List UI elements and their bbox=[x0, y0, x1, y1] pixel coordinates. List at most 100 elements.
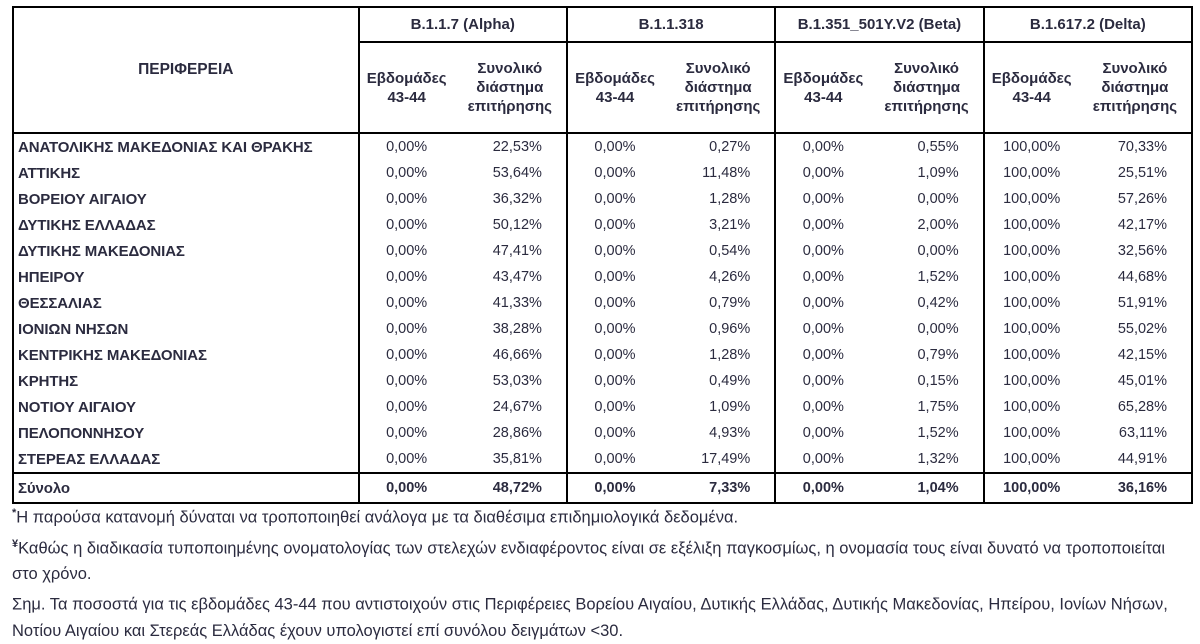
region-cell: ΑΝΑΤΟΛΙΚΗΣ ΜΑΚΕΔΟΝΙΑΣ ΚΑΙ ΘΡΑΚΗΣ bbox=[18, 138, 313, 156]
weeks-value-cell: 0,00% bbox=[357, 133, 454, 160]
weeks-value-cell: 0,00% bbox=[774, 264, 871, 290]
region-cell: ΔΥΤΙΚΗΣ ΕΛΛΑΔΑΣ bbox=[18, 216, 156, 234]
surveillance-value-cell: 1,09% bbox=[709, 399, 751, 415]
surveillance-value-cell: 0,79% bbox=[709, 295, 751, 311]
weeks-value-cell: 0,00% bbox=[357, 316, 454, 342]
surveillance-value-cell: 2,00% bbox=[917, 217, 959, 233]
region-cell: ΘΕΣΣΑΛΙΑΣ bbox=[18, 294, 102, 312]
variant-header-alpha: B.1.1.7 (Alpha) bbox=[357, 7, 567, 43]
weeks-value-cell: 100,00% bbox=[982, 133, 1079, 160]
weeks-value-cell: 0,00% bbox=[774, 133, 871, 160]
surveillance-value-cell: 36,16% bbox=[1078, 472, 1192, 503]
surveillance-value-cell: 0,54% bbox=[709, 243, 751, 259]
surveillance-value-cell: 25,51% bbox=[1117, 165, 1167, 181]
region-cell: ΚΕΝΤΡΙΚΗΣ ΜΑΚΕΔΟΝΙΑΣ bbox=[18, 346, 207, 364]
weeks-value-cell: 0,00% bbox=[565, 186, 663, 212]
weeks-value-cell: 0,00% bbox=[565, 264, 663, 290]
total-row: Σύνολο 0,00% 48,72% 0,00% 7,33% 0,00% 1,04% 100… bbox=[13, 472, 1192, 503]
weeks-value-cell: 0,00% bbox=[357, 186, 454, 212]
surveillance-value-cell: 44,91% bbox=[1117, 451, 1167, 467]
surveillance-value-cell: 4,93% bbox=[709, 425, 751, 441]
surveillance-value-cell: 3,21% bbox=[709, 217, 751, 233]
surveillance-value-cell: 1,28% bbox=[709, 191, 751, 207]
table-row: ΘΕΣΣΑΛΙΑΣ 0,00% 41,33% 0,00% 0,79% 0,00% 0,42%… bbox=[13, 290, 1192, 316]
region-cell: ΙΟΝΙΩΝ ΝΗΣΩΝ bbox=[18, 320, 129, 338]
note-sample-size: Σημ. Τα ποσοστά για τις εβδομάδες 43-44 … bbox=[12, 587, 1177, 644]
table-row: ΔΥΤΙΚΗΣ ΕΛΛΑΔΑΣ 0,00% 50,12% 0,00% 3,21% 0,00… bbox=[13, 212, 1192, 238]
weeks-value-cell: 100,00% bbox=[982, 160, 1079, 186]
weeks-value-cell: 100,00% bbox=[982, 186, 1079, 212]
region-cell: ΒΟΡΕΙΟΥ ΑΙΓΑΙΟΥ bbox=[18, 190, 147, 208]
table-row: ΙΟΝΙΩΝ ΝΗΣΩΝ 0,00% 38,28% 0,00% 0,96% 0,00% 0,… bbox=[13, 316, 1192, 342]
surveillance-value-cell: 42,15% bbox=[1117, 347, 1167, 363]
weeks-value-cell: 0,00% bbox=[357, 212, 454, 238]
surveillance-value-cell: 57,26% bbox=[1117, 191, 1167, 207]
region-cell: ΠΕΛΟΠΟΝΝΗΣΟΥ bbox=[18, 424, 145, 442]
surveillance-subheader: Συνολικό διάστημα επιτήρησης bbox=[870, 42, 984, 134]
region-cell: ΣΤΕΡΕΑΣ ΕΛΛΑΔΑΣ bbox=[18, 450, 161, 468]
weeks-value-cell: 100,00% bbox=[982, 264, 1079, 290]
surveillance-value-cell: 17,49% bbox=[701, 451, 751, 467]
weeks-value-cell: 0,00% bbox=[774, 316, 871, 342]
weeks-value-cell: 0,00% bbox=[774, 446, 871, 473]
variant-header-delta: B.1.617.2 (Delta) bbox=[982, 7, 1192, 43]
weeks-value-cell: 0,00% bbox=[774, 186, 871, 212]
table-body: ΑΝΑΤΟΛΙΚΗΣ ΜΑΚΕΔΟΝΙΑΣ ΚΑΙ ΘΡΑΚΗΣ 0,00% 22,… bbox=[13, 133, 1192, 503]
weeks-value-cell: 0,00% bbox=[357, 238, 454, 264]
weeks-value-cell: 0,00% bbox=[565, 160, 663, 186]
weeks-value-cell: 0,00% bbox=[774, 368, 871, 394]
weeks-value-cell: 0,00% bbox=[565, 290, 663, 316]
weeks-value-cell: 100,00% bbox=[982, 342, 1079, 368]
weeks-value-cell: 0,00% bbox=[774, 212, 871, 238]
weeks-value-cell: 0,00% bbox=[565, 420, 663, 446]
weeks-value-cell: 0,00% bbox=[774, 472, 871, 503]
surveillance-value-cell: 11,48% bbox=[702, 165, 751, 181]
surveillance-value-cell: 70,33% bbox=[1117, 139, 1167, 155]
surveillance-value-cell: 1,75% bbox=[917, 399, 959, 415]
surveillance-value-cell: 36,32% bbox=[492, 191, 542, 207]
surveillance-value-cell: 0,79% bbox=[917, 347, 959, 363]
weeks-subheader: Εβδομάδες 43-44 bbox=[774, 42, 871, 134]
weeks-value-cell: 100,00% bbox=[982, 316, 1079, 342]
surveillance-value-cell: 46,66% bbox=[492, 347, 542, 363]
total-label-cell: Σύνολο bbox=[13, 472, 359, 503]
surveillance-value-cell: 0,42% bbox=[917, 295, 959, 311]
table-row: ΑΤΤΙΚΗΣ 0,00% 53,64% 0,00% 11,48% 0,00% 1,09% 1… bbox=[13, 160, 1192, 186]
surveillance-value-cell: 1,52% bbox=[917, 425, 959, 441]
footnote-text: Σημ. Τα ποσοστά για τις εβδομάδες 43-44 … bbox=[12, 595, 1168, 640]
table-row: ΚΕΝΤΡΙΚΗΣ ΜΑΚΕΔΟΝΙΑΣ 0,00% 46,66% 0,00% 1,28… bbox=[13, 342, 1192, 368]
surveillance-value-cell: 7,33% bbox=[662, 472, 776, 503]
table-row: ΗΠΕΙΡΟΥ 0,00% 43,47% 0,00% 4,26% 0,00% 1,52% 10… bbox=[13, 264, 1192, 290]
weeks-subheader: Εβδομάδες 43-44 bbox=[565, 42, 663, 134]
surveillance-value-cell: 4,26% bbox=[709, 269, 751, 285]
weeks-value-cell: 0,00% bbox=[565, 133, 663, 160]
weeks-value-cell: 0,00% bbox=[357, 394, 454, 420]
weeks-subheader: Εβδομάδες 43-44 bbox=[982, 42, 1079, 134]
footnote-marker: ¥ bbox=[12, 537, 19, 550]
weeks-value-cell: 0,00% bbox=[774, 160, 871, 186]
weeks-value-cell: 0,00% bbox=[565, 316, 663, 342]
surveillance-value-cell: 24,67% bbox=[492, 399, 542, 415]
surveillance-value-cell: 0,49% bbox=[709, 373, 751, 389]
weeks-value-cell: 0,00% bbox=[565, 342, 663, 368]
surveillance-value-cell: 35,81% bbox=[492, 451, 542, 467]
surveillance-value-cell: 51,91% bbox=[1117, 295, 1167, 311]
surveillance-value-cell: 42,17% bbox=[1117, 217, 1167, 233]
surveillance-value-cell: 1,52% bbox=[917, 269, 959, 285]
surveillance-value-cell: 63,11% bbox=[1118, 425, 1167, 441]
surveillance-subheader: Συνολικό διάστημα επιτήρησης bbox=[662, 42, 776, 134]
weeks-value-cell: 0,00% bbox=[565, 394, 663, 420]
weeks-value-cell: 0,00% bbox=[565, 238, 663, 264]
surveillance-value-cell: 22,53% bbox=[492, 139, 542, 155]
weeks-value-cell: 0,00% bbox=[774, 290, 871, 316]
surveillance-value-cell: 44,68% bbox=[1117, 269, 1167, 285]
footnote-marker: * bbox=[12, 507, 17, 519]
subheader-row: Εβδομάδες 43-44 Συνολικό διάστημα επιτήρ… bbox=[13, 42, 1192, 134]
footnote-text: Καθώς η διαδικασία τυποποιημένης ονοματο… bbox=[12, 539, 1166, 583]
table-row: ΝΟΤΙΟΥ ΑΙΓΑΙΟΥ 0,00% 24,67% 0,00% 1,09% 0,00%… bbox=[13, 394, 1192, 420]
weeks-value-cell: 100,00% bbox=[982, 446, 1079, 473]
table-row: ΚΡΗΤΗΣ 0,00% 53,03% 0,00% 0,49% 0,00% 0,15% 100… bbox=[13, 368, 1192, 394]
surveillance-value-cell: 38,28% bbox=[492, 321, 542, 337]
surveillance-value-cell: 0,96% bbox=[709, 321, 751, 337]
weeks-value-cell: 100,00% bbox=[982, 472, 1079, 503]
